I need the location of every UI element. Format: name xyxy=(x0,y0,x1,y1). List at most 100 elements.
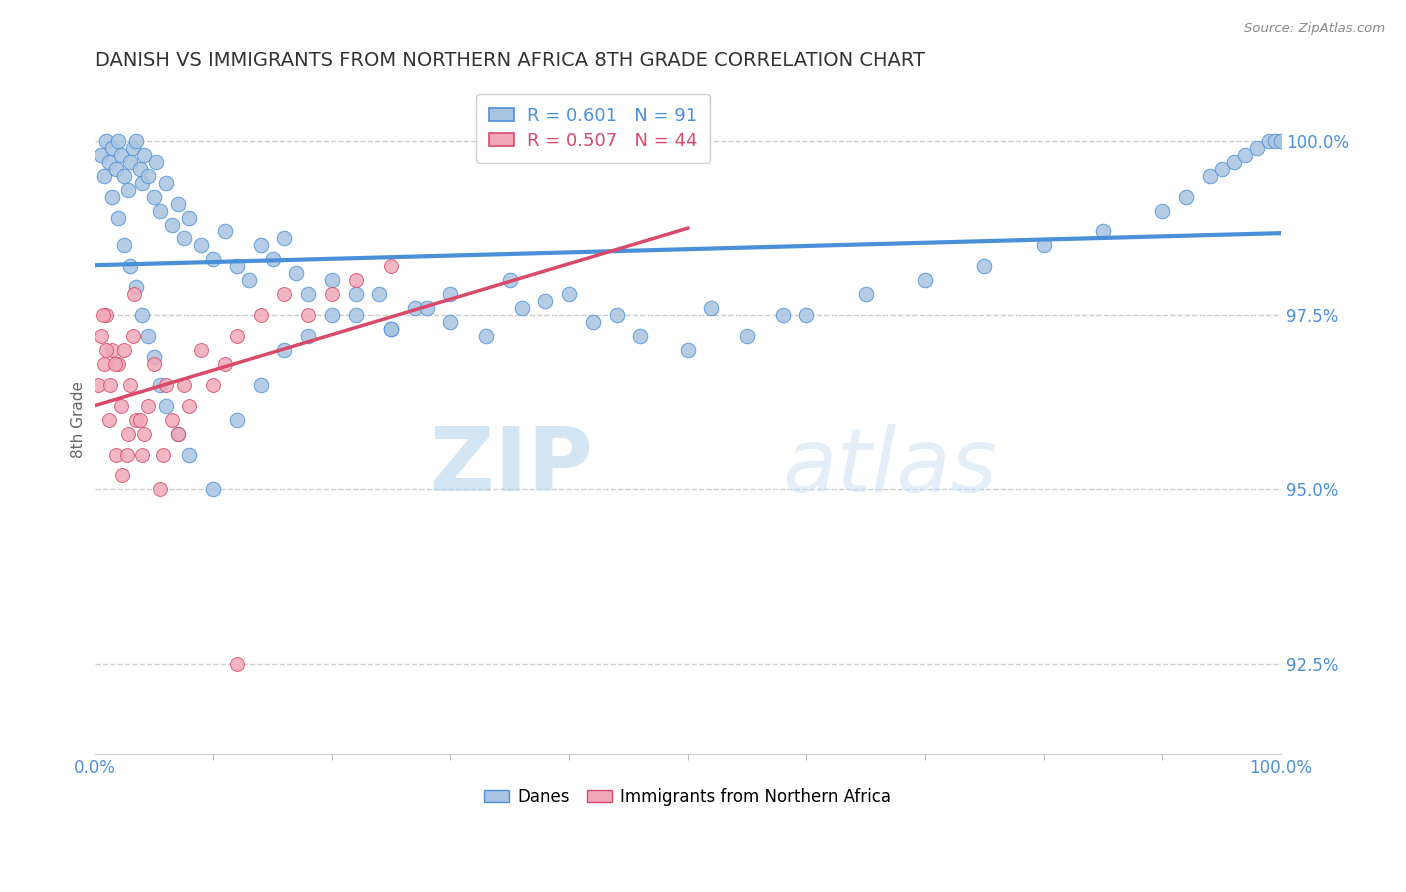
Point xyxy=(344,308,367,322)
Point xyxy=(101,343,124,357)
Point xyxy=(149,483,172,497)
Point xyxy=(125,134,148,148)
Point xyxy=(249,238,271,252)
Point xyxy=(131,308,153,322)
Point xyxy=(160,412,183,426)
Point xyxy=(368,287,391,301)
Point xyxy=(149,203,172,218)
Point xyxy=(510,301,533,315)
Point xyxy=(735,329,758,343)
Point xyxy=(297,329,319,343)
Point xyxy=(112,238,135,252)
Point xyxy=(89,148,111,162)
Point xyxy=(321,273,343,287)
Point xyxy=(1211,161,1233,176)
Point xyxy=(97,412,120,426)
Point xyxy=(120,377,142,392)
Point xyxy=(122,287,145,301)
Point xyxy=(112,169,135,183)
Point xyxy=(202,377,225,392)
Point xyxy=(98,377,121,392)
Point xyxy=(125,412,148,426)
Point xyxy=(131,176,153,190)
Point xyxy=(190,343,212,357)
Point xyxy=(101,189,124,203)
Point xyxy=(273,287,295,301)
Point xyxy=(226,657,249,671)
Point xyxy=(606,308,628,322)
Text: DANISH VS IMMIGRANTS FROM NORTHERN AFRICA 8TH GRADE CORRELATION CHART: DANISH VS IMMIGRANTS FROM NORTHERN AFRIC… xyxy=(94,51,925,70)
Point xyxy=(121,141,143,155)
Point xyxy=(142,350,165,364)
Legend: Danes, Immigrants from Northern Africa: Danes, Immigrants from Northern Africa xyxy=(478,781,898,813)
Point xyxy=(87,377,110,392)
Point xyxy=(772,308,794,322)
Point xyxy=(93,357,115,371)
Point xyxy=(142,189,165,203)
Point xyxy=(214,225,236,239)
Point xyxy=(1258,134,1281,148)
Point xyxy=(120,154,142,169)
Y-axis label: 8th Grade: 8th Grade xyxy=(72,381,86,458)
Point xyxy=(416,301,439,315)
Point xyxy=(155,399,177,413)
Point xyxy=(101,141,124,155)
Point xyxy=(249,377,271,392)
Point xyxy=(136,399,159,413)
Point xyxy=(131,448,153,462)
Point xyxy=(380,322,402,336)
Point xyxy=(855,287,877,301)
Point xyxy=(166,196,188,211)
Point xyxy=(96,308,118,322)
Point xyxy=(173,231,195,245)
Point xyxy=(134,426,156,441)
Point xyxy=(1234,148,1257,162)
Point xyxy=(104,161,127,176)
Text: Source: ZipAtlas.com: Source: ZipAtlas.com xyxy=(1244,22,1385,36)
Point xyxy=(700,301,723,315)
Point xyxy=(89,329,111,343)
Point xyxy=(107,134,129,148)
Point xyxy=(93,169,115,183)
Point xyxy=(226,329,249,343)
Point xyxy=(1264,134,1286,148)
Point xyxy=(136,169,159,183)
Point xyxy=(145,154,167,169)
Point xyxy=(117,183,139,197)
Point xyxy=(249,308,271,322)
Point xyxy=(179,211,201,225)
Point xyxy=(1032,238,1054,252)
Point xyxy=(155,176,177,190)
Point xyxy=(344,273,367,287)
Point xyxy=(111,468,134,483)
Point xyxy=(110,399,132,413)
Point xyxy=(96,343,118,357)
Point xyxy=(404,301,426,315)
Point xyxy=(155,377,177,392)
Point xyxy=(160,218,183,232)
Point xyxy=(134,148,156,162)
Point xyxy=(297,308,319,322)
Point xyxy=(273,343,295,357)
Point xyxy=(96,134,118,148)
Point xyxy=(1270,134,1292,148)
Point xyxy=(676,343,699,357)
Point xyxy=(344,287,367,301)
Point xyxy=(226,412,249,426)
Point xyxy=(104,448,127,462)
Point xyxy=(179,399,201,413)
Point xyxy=(582,315,605,329)
Point xyxy=(1222,154,1244,169)
Point xyxy=(285,266,308,280)
Point xyxy=(173,377,195,392)
Point xyxy=(914,273,936,287)
Point xyxy=(136,329,159,343)
Point xyxy=(97,154,120,169)
Point xyxy=(439,315,461,329)
Point xyxy=(558,287,581,301)
Point xyxy=(273,231,295,245)
Point xyxy=(152,448,174,462)
Point xyxy=(149,377,172,392)
Point xyxy=(125,280,148,294)
Point xyxy=(202,483,225,497)
